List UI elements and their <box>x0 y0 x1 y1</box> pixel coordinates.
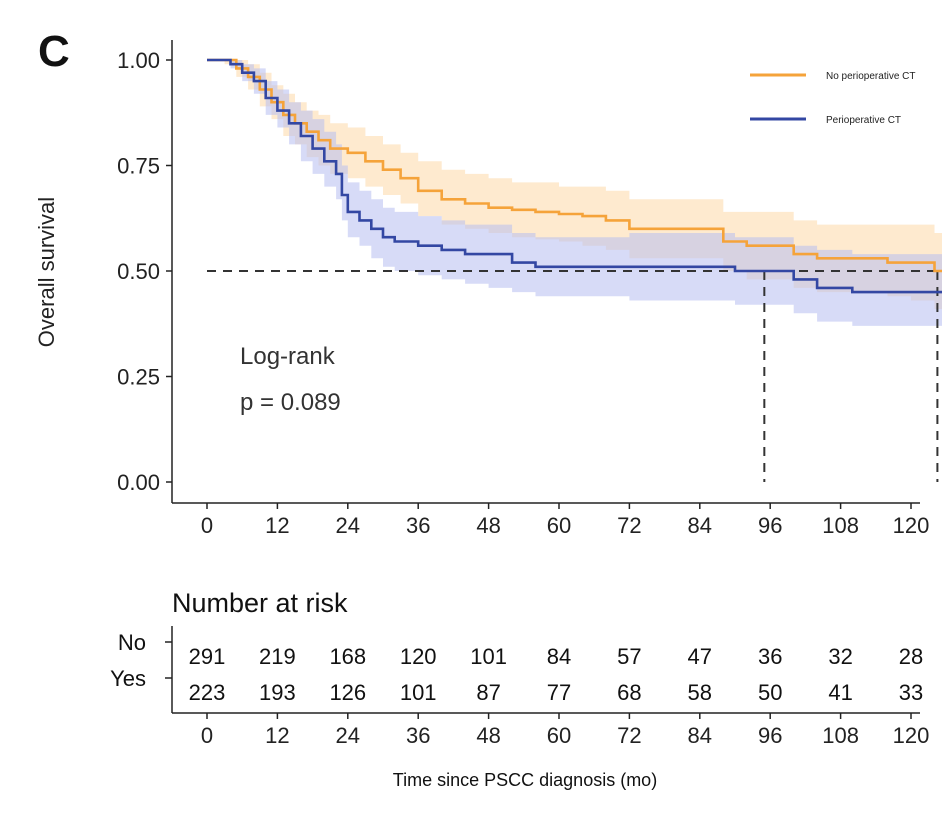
confidence-bands <box>207 60 942 326</box>
x-tick-label: 108 <box>822 513 859 538</box>
risk-count: 87 <box>476 680 500 705</box>
risk-count: 32 <box>828 644 852 669</box>
risk-count: 57 <box>617 644 641 669</box>
x-tick-label: 36 <box>406 513 430 538</box>
risk-count: 47 <box>688 644 712 669</box>
x-tick-label: 48 <box>476 513 500 538</box>
risk-x-tick-label: 84 <box>688 723 712 748</box>
x-tick-label: 72 <box>617 513 641 538</box>
plot-axes: 0.00 0.25 0.50 0.75 1.00 0 12 24 36 48 60 72 84 96 108… <box>117 40 929 538</box>
risk-x-tick-label: 48 <box>476 723 500 748</box>
risk-x-tick-label: 72 <box>617 723 641 748</box>
x-tick-label: 96 <box>758 513 782 538</box>
risk-count: 50 <box>758 680 782 705</box>
x-tick-label: 24 <box>336 513 360 538</box>
risk-count: 68 <box>617 680 641 705</box>
y-tick-label: 0.00 <box>117 470 160 495</box>
risk-count: 193 <box>259 680 296 705</box>
risk-count: 219 <box>259 644 296 669</box>
y-tick-label: 0.25 <box>117 365 160 390</box>
x-tick-label: 60 <box>547 513 571 538</box>
risk-count: 168 <box>329 644 366 669</box>
x-tick-label: 120 <box>893 513 930 538</box>
risk-x-tick-label: 36 <box>406 723 430 748</box>
confidence-band-ct <box>207 60 942 326</box>
survival-curves <box>207 58 942 294</box>
risk-count: 291 <box>189 644 226 669</box>
legend: No perioperative CT Perioperative CT <box>750 71 915 126</box>
x-axis-label: Time since PSCC diagnosis (mo) <box>393 770 657 790</box>
logrank-label: Log-rank <box>240 343 336 370</box>
survival-plot-area: 0.00 0.25 0.50 0.75 1.00 0 12 24 36 48 60 72 84 96 108… <box>34 40 942 538</box>
risk-count: 84 <box>547 644 571 669</box>
risk-x-tick-label: 24 <box>336 723 360 748</box>
legend-label: Perioperative CT <box>826 115 901 126</box>
x-tick-label: 0 <box>201 513 213 538</box>
risk-count: 33 <box>899 680 923 705</box>
survival-curve-no-ct <box>207 58 942 273</box>
risk-x-tick-label: 12 <box>265 723 289 748</box>
risk-count: 120 <box>400 644 437 669</box>
x-tick-label: 12 <box>265 513 289 538</box>
x-tick-label: 84 <box>688 513 712 538</box>
risk-count: 126 <box>329 680 366 705</box>
y-tick-label: 1.00 <box>117 48 160 73</box>
y-tick-label: 0.50 <box>117 259 160 284</box>
risk-x-tick-label: 108 <box>822 723 859 748</box>
survival-curve-ct <box>207 58 942 294</box>
risk-table-title: Number at risk <box>172 588 348 618</box>
risk-count: 223 <box>189 680 226 705</box>
panel-label: C <box>38 27 70 76</box>
risk-x-tick-label: 0 <box>201 723 213 748</box>
risk-count: 77 <box>547 680 571 705</box>
risk-x-tick-label: 96 <box>758 723 782 748</box>
risk-row-label: No <box>118 630 146 655</box>
risk-count: 36 <box>758 644 782 669</box>
risk-count: 101 <box>470 644 507 669</box>
risk-count: 28 <box>899 644 923 669</box>
risk-count: 58 <box>688 680 712 705</box>
legend-label: No perioperative CT <box>826 71 915 82</box>
logrank-p-value: p = 0.089 <box>240 389 341 416</box>
y-tick-label: 0.75 <box>117 154 160 179</box>
risk-row-label: Yes <box>110 666 146 691</box>
median-reference-lines <box>207 270 939 482</box>
y-axis-label: Overall survival <box>34 197 59 347</box>
risk-count: 41 <box>828 680 852 705</box>
risk-x-tick-label: 60 <box>547 723 571 748</box>
risk-count: 101 <box>400 680 437 705</box>
risk-x-tick-label: 120 <box>893 723 930 748</box>
